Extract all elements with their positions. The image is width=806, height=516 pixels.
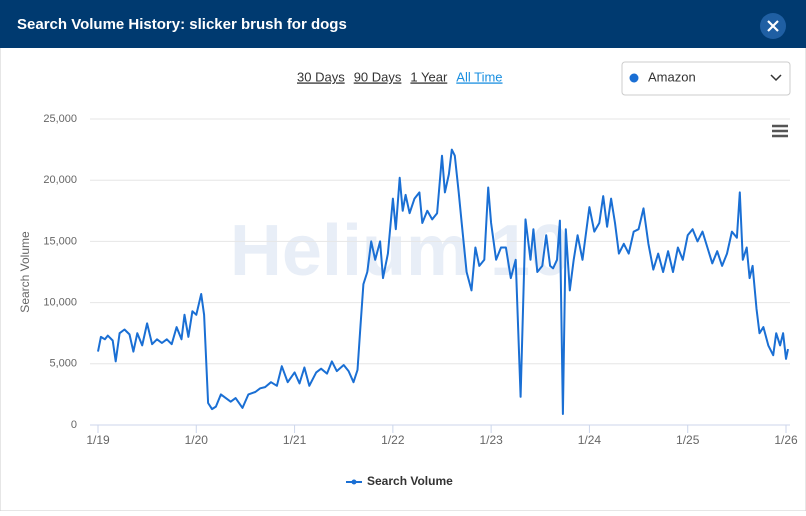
modal-header	[0, 0, 806, 48]
x-tick-label: 1/25	[676, 433, 700, 447]
x-tick-label: 1/20	[185, 433, 209, 447]
y-tick-label: 10,000	[43, 297, 77, 309]
modal-title: Search Volume History: slicker brush for…	[17, 16, 347, 33]
y-tick-label: 25,000	[43, 113, 77, 125]
close-icon	[767, 20, 779, 32]
x-tick-label: 1/19	[86, 433, 110, 447]
marketplace-dot	[629, 73, 639, 83]
range-button[interactable]: 90 Days	[354, 69, 402, 84]
dropdown-arrow	[770, 74, 782, 82]
watermark: Helium 10	[230, 211, 570, 291]
marketplace-label: Amazon	[648, 69, 696, 84]
y-axis-label: Search Volume	[18, 231, 32, 313]
chart-menu[interactable]	[772, 124, 788, 138]
x-tick-label: 1/26	[774, 433, 798, 447]
marketplace-dropdown[interactable]	[621, 61, 791, 96]
y-tick-label: 0	[71, 419, 77, 431]
range-buttons: 30 Days 90 Days 1 Year All Time	[297, 69, 503, 84]
y-tick-label: 20,000	[43, 174, 77, 186]
range-button[interactable]: 30 Days	[297, 69, 345, 84]
x-tick-label: 1/21	[283, 433, 307, 447]
x-tick-label: 1/22	[381, 433, 405, 447]
x-tick-label: 1/24	[578, 433, 602, 447]
legend-marker	[351, 479, 357, 485]
line-series	[97, 148, 789, 415]
legend-label: Search Volume	[367, 474, 453, 488]
range-button[interactable]: All Time	[456, 69, 502, 84]
range-button[interactable]: 1 Year	[410, 69, 448, 84]
x-tick-label: 1/23	[479, 433, 503, 447]
y-tick-label: 15,000	[43, 235, 77, 247]
y-tick-label: 5,000	[49, 358, 77, 370]
